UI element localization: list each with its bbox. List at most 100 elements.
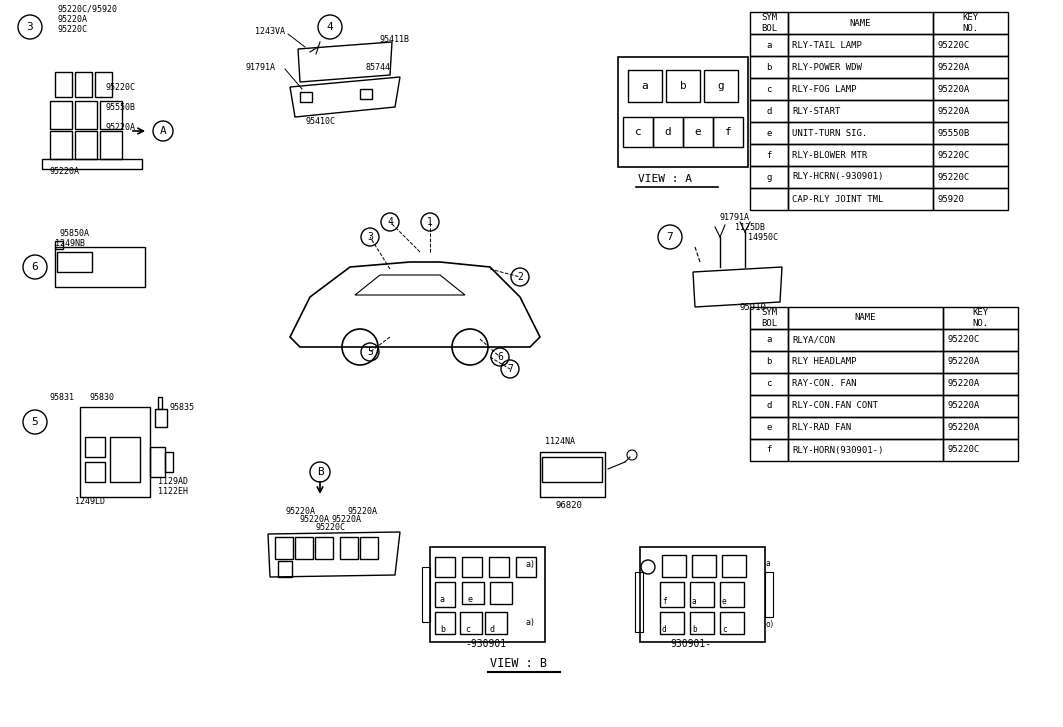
Text: 95220C: 95220C <box>937 172 969 182</box>
Bar <box>540 452 605 497</box>
Text: 95920: 95920 <box>937 195 964 204</box>
Bar <box>623 117 653 147</box>
Text: 95550B: 95550B <box>937 129 969 137</box>
Bar <box>340 537 358 559</box>
Bar <box>933 78 1008 100</box>
Text: 95220A: 95220A <box>332 515 362 523</box>
Text: e: e <box>694 127 702 137</box>
Bar <box>750 329 788 351</box>
Bar <box>713 117 743 147</box>
Bar <box>150 447 165 477</box>
Bar <box>788 100 933 122</box>
Text: c: c <box>722 625 727 635</box>
Bar <box>933 188 1008 210</box>
Text: a: a <box>766 335 772 345</box>
Bar <box>155 409 167 427</box>
Text: B: B <box>317 467 323 477</box>
Text: f: f <box>725 127 731 137</box>
Bar <box>750 100 788 122</box>
Text: 95220A: 95220A <box>947 358 979 366</box>
Text: g: g <box>718 81 724 91</box>
Text: 5: 5 <box>367 347 373 357</box>
Text: 95835: 95835 <box>170 403 195 411</box>
Bar <box>667 70 701 102</box>
Text: 6: 6 <box>32 262 38 272</box>
Bar <box>933 122 1008 144</box>
Text: RAY-CON. FAN: RAY-CON. FAN <box>792 379 857 388</box>
Bar <box>628 70 662 102</box>
Bar <box>750 56 788 78</box>
Text: c: c <box>766 379 772 388</box>
Bar <box>462 582 484 604</box>
Bar <box>788 373 943 395</box>
Bar <box>431 547 545 642</box>
Bar <box>489 557 509 577</box>
Text: 91791A: 91791A <box>244 63 275 71</box>
Bar <box>750 122 788 144</box>
Bar <box>660 582 684 607</box>
Bar <box>750 12 788 34</box>
Bar <box>165 452 173 472</box>
Text: -930901: -930901 <box>465 639 506 649</box>
Bar <box>50 101 72 129</box>
Text: 95550B: 95550B <box>105 103 135 111</box>
Text: 95220C: 95220C <box>937 150 969 159</box>
Bar <box>542 457 602 482</box>
Bar <box>788 12 933 34</box>
Text: 95411B: 95411B <box>379 34 410 44</box>
Bar <box>788 34 933 56</box>
Bar <box>704 70 738 102</box>
Bar <box>55 241 63 249</box>
Text: 1124NA: 1124NA <box>545 438 575 446</box>
Text: a: a <box>766 41 772 49</box>
Text: e: e <box>722 598 727 606</box>
Text: 95220C: 95220C <box>947 335 979 345</box>
Text: 1249NB: 1249NB <box>55 239 85 249</box>
Text: a): a) <box>525 560 535 569</box>
Bar <box>80 407 150 497</box>
Text: 1122EH: 1122EH <box>158 488 188 497</box>
Text: VIEW : A: VIEW : A <box>638 174 692 184</box>
Bar <box>943 395 1018 417</box>
Text: b: b <box>679 81 687 91</box>
Text: RLY-START: RLY-START <box>792 106 841 116</box>
Text: d: d <box>662 625 667 635</box>
Text: 95220A: 95220A <box>937 84 969 94</box>
Text: 95220C: 95220C <box>58 25 88 33</box>
Bar <box>684 117 713 147</box>
Text: KEY
NO.: KEY NO. <box>973 308 989 328</box>
Bar <box>750 351 788 373</box>
Bar <box>750 439 788 461</box>
Bar <box>43 159 142 169</box>
Text: g: g <box>766 172 772 182</box>
Bar <box>158 397 162 409</box>
Text: 95220A: 95220A <box>50 167 80 177</box>
Text: 95831: 95831 <box>50 393 75 401</box>
Text: 3: 3 <box>27 22 33 32</box>
Bar <box>662 555 686 577</box>
Text: 930901-: 930901- <box>670 639 711 649</box>
Bar <box>943 351 1018 373</box>
Bar <box>660 612 684 634</box>
Text: 2: 2 <box>517 272 523 282</box>
Bar <box>943 373 1018 395</box>
Text: 4: 4 <box>326 22 334 32</box>
Bar <box>933 56 1008 78</box>
Text: f: f <box>766 150 772 159</box>
Bar <box>788 166 933 188</box>
Text: 14950C: 14950C <box>748 233 778 241</box>
Bar <box>275 537 293 559</box>
Bar <box>95 72 112 97</box>
Bar <box>943 417 1018 439</box>
Text: 95220A: 95220A <box>937 63 969 71</box>
Bar <box>300 92 313 102</box>
Bar <box>618 57 748 167</box>
Text: c: c <box>766 84 772 94</box>
Text: A: A <box>159 126 167 136</box>
Text: 1: 1 <box>427 217 433 227</box>
Bar <box>933 166 1008 188</box>
Text: 95220A: 95220A <box>947 401 979 411</box>
Bar <box>315 537 333 559</box>
Text: 95220C: 95220C <box>937 41 969 49</box>
Text: b: b <box>766 358 772 366</box>
